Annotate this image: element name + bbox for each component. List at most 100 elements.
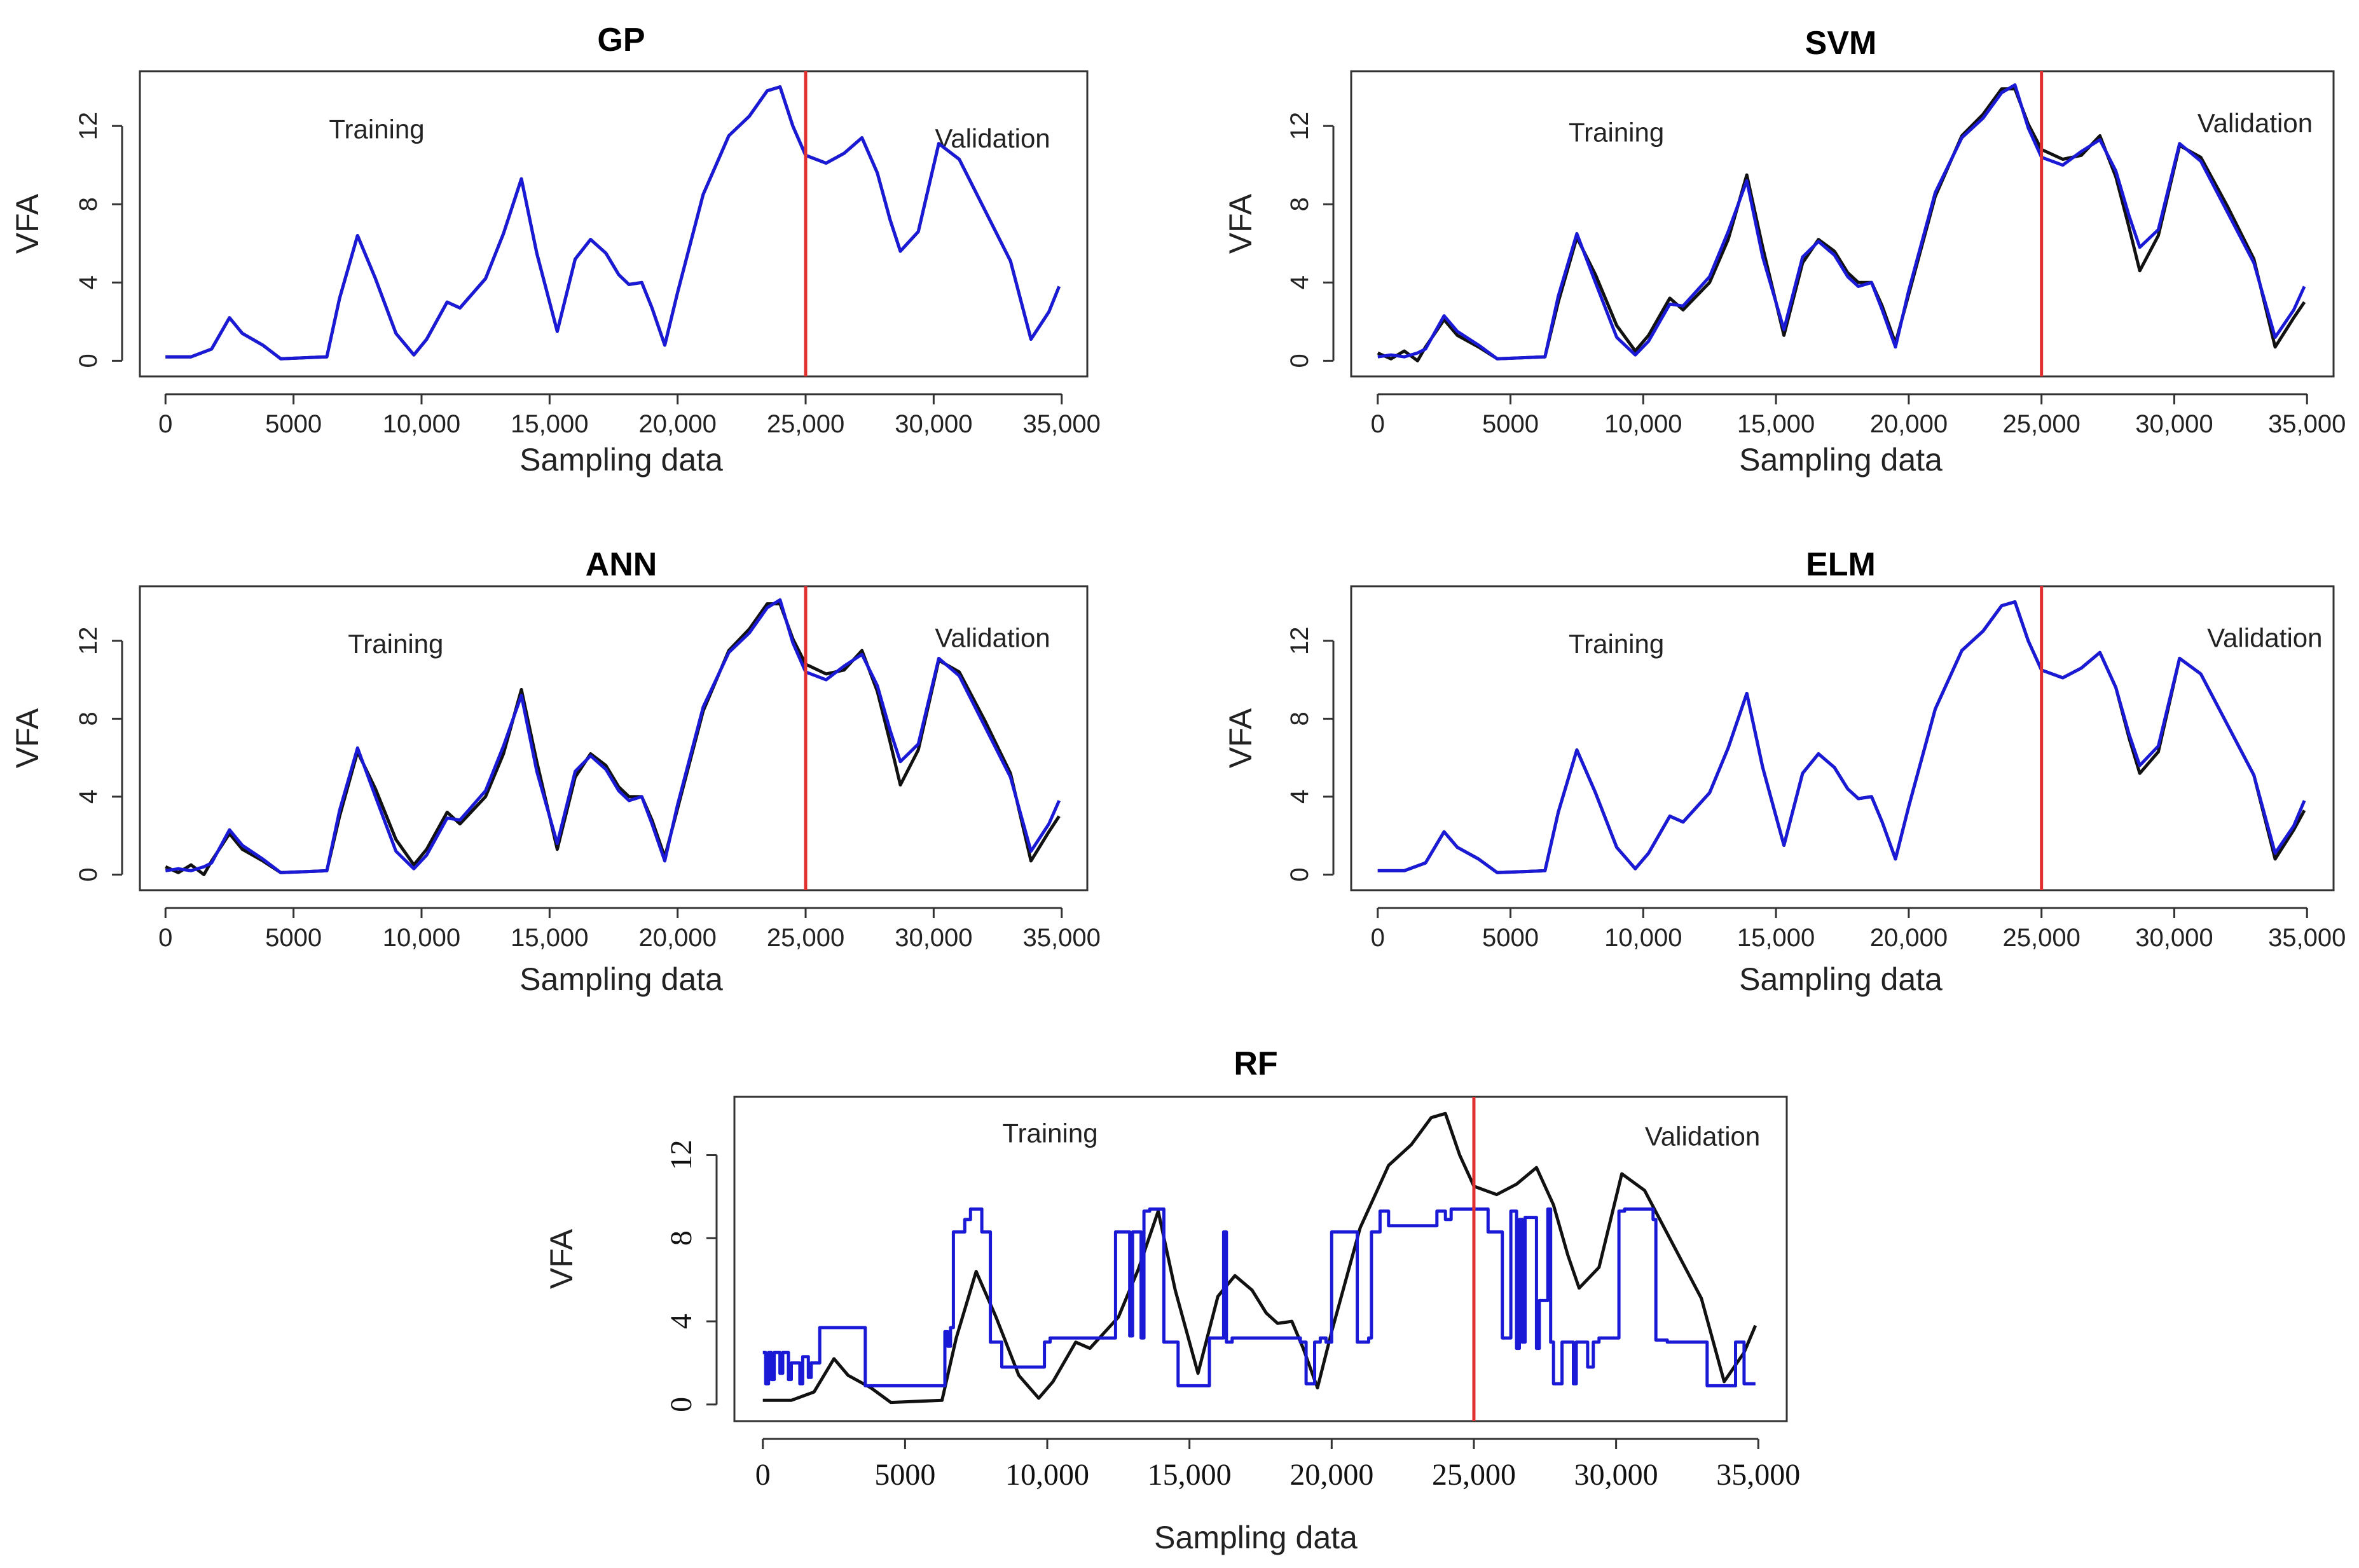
x-tick-label: 25,000	[2003, 410, 2080, 438]
x-tick-label: 35,000	[1023, 410, 1101, 438]
x-axis-label: Sampling data	[1739, 961, 1943, 997]
y-tick-label: 4	[1286, 275, 1314, 289]
x-tick-label: 10,000	[383, 410, 460, 438]
y-tick-label: 8	[664, 1230, 698, 1246]
validation-annotation: Validation	[2197, 108, 2313, 138]
predicted-series-line	[762, 1207, 1756, 1387]
chart-panel-svm: SVM Sampling data VFA Training Validatio…	[1223, 25, 2346, 478]
observed-series-line	[762, 1111, 1757, 1405]
y-tick-label: 4	[664, 1314, 698, 1329]
y-axis-label: VFA	[10, 708, 45, 768]
chart-panel-elm: ELM Sampling data VFA Training Validatio…	[1223, 546, 2346, 997]
y-axis-label: VFA	[1223, 708, 1258, 768]
x-tick-label: 0	[158, 410, 172, 438]
observed-series-line	[1377, 600, 2306, 874]
x-tick-label: 20,000	[1290, 1458, 1373, 1492]
observed-series-line	[165, 602, 1061, 876]
x-tick-label: 5000	[1482, 924, 1539, 952]
x-tick-label: 5000	[1482, 410, 1539, 438]
x-tick-label: 20,000	[639, 410, 717, 438]
x-tick-label: 0	[755, 1458, 771, 1492]
plot-frame	[139, 70, 1089, 378]
training-annotation: Training	[1002, 1118, 1097, 1148]
y-tick-label: 0	[1286, 354, 1314, 368]
x-tick-label: 30,000	[895, 410, 972, 438]
x-tick-label: 0	[158, 924, 172, 952]
x-tick-label: 20,000	[639, 924, 717, 952]
x-tick-label: 25,000	[767, 410, 844, 438]
validation-annotation: Validation	[2207, 623, 2322, 653]
x-tick-label: 30,000	[2135, 924, 2213, 952]
x-tick-label: 25,000	[1432, 1458, 1516, 1492]
y-axis-label: VFA	[544, 1228, 579, 1289]
y-tick-label: 12	[664, 1140, 698, 1171]
y-tick-label: 0	[74, 867, 102, 881]
chart-panel-gp: GP Sampling data VFA Training Validation…	[10, 22, 1101, 478]
chart-panel-ann: ANN Sampling data VFA Training Validatio…	[10, 546, 1101, 997]
x-axis-label: Sampling data	[1154, 1520, 1358, 1555]
x-axis-label: Sampling data	[519, 961, 723, 997]
y-axis-label: VFA	[10, 193, 45, 254]
y-tick-label: 0	[74, 354, 102, 368]
y-tick-label: 8	[1286, 712, 1314, 726]
plot-frame	[1350, 70, 2335, 378]
x-tick-label: 30,000	[895, 924, 972, 952]
x-tick-label: 25,000	[2003, 924, 2080, 952]
x-tick-label: 30,000	[1574, 1458, 1658, 1492]
chart-title: SVM	[1805, 25, 1877, 62]
y-tick-label: 12	[1286, 112, 1314, 141]
plot-frame	[733, 1096, 1788, 1422]
training-annotation: Training	[1569, 629, 1664, 659]
y-axis-label: VFA	[1223, 193, 1258, 254]
training-annotation: Training	[348, 629, 443, 659]
x-tick-label: 10,000	[383, 924, 460, 952]
predicted-series-line	[165, 85, 1061, 361]
predicted-series-line	[165, 598, 1061, 874]
x-tick-label: 35,000	[2268, 410, 2346, 438]
x-tick-label: 35,000	[1023, 924, 1101, 952]
y-tick-label: 12	[1286, 627, 1314, 656]
x-tick-label: 5000	[265, 410, 322, 438]
predicted-series-line	[1377, 600, 2306, 874]
x-tick-label: 35,000	[1716, 1458, 1800, 1492]
plot-frame	[139, 585, 1089, 891]
observed-series-line	[1377, 87, 2306, 362]
y-tick-label: 12	[74, 112, 102, 141]
x-tick-label: 5000	[874, 1458, 935, 1492]
y-tick-label: 0	[664, 1397, 698, 1412]
x-tick-label: 15,000	[1148, 1458, 1232, 1492]
x-tick-label: 15,000	[511, 924, 588, 952]
y-tick-label: 0	[1286, 867, 1314, 881]
x-tick-label: 15,000	[511, 410, 588, 438]
validation-annotation: Validation	[1645, 1122, 1760, 1152]
y-tick-label: 8	[74, 197, 102, 211]
y-tick-label: 8	[1286, 197, 1314, 211]
chart-title: ELM	[1806, 546, 1876, 583]
chart-title: ANN	[586, 546, 657, 583]
y-tick-label: 12	[74, 627, 102, 656]
chart-title: GP	[597, 22, 645, 58]
x-tick-label: 25,000	[767, 924, 844, 952]
x-tick-label: 0	[1371, 410, 1385, 438]
x-tick-label: 30,000	[2135, 410, 2213, 438]
x-axis-label: Sampling data	[519, 442, 723, 478]
x-tick-label: 5000	[265, 924, 322, 952]
x-tick-label: 10,000	[1005, 1458, 1089, 1492]
observed-series-line	[165, 85, 1061, 361]
x-tick-label: 0	[1371, 924, 1385, 952]
x-tick-label: 15,000	[1737, 410, 1815, 438]
x-tick-label: 20,000	[1870, 410, 1948, 438]
y-tick-label: 4	[74, 275, 102, 289]
training-annotation: Training	[1569, 117, 1664, 147]
x-tick-label: 10,000	[1604, 924, 1682, 952]
chart-title: RF	[1234, 1045, 1277, 1082]
validation-annotation: Validation	[935, 623, 1050, 653]
x-axis-label: Sampling data	[1739, 442, 1943, 478]
y-tick-label: 8	[74, 712, 102, 726]
x-tick-label: 10,000	[1604, 410, 1682, 438]
x-tick-label: 20,000	[1870, 924, 1948, 952]
plot-frame	[1350, 585, 2335, 891]
x-tick-label: 15,000	[1737, 924, 1815, 952]
training-annotation: Training	[329, 114, 424, 144]
